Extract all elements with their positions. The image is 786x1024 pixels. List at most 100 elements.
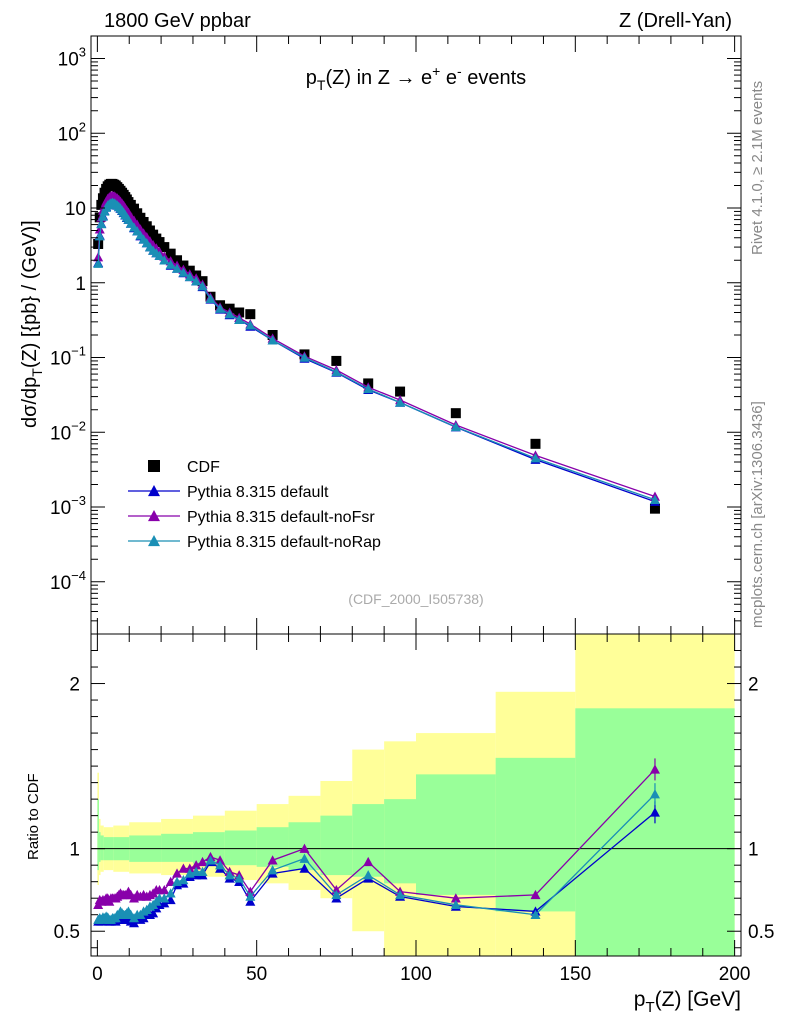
series-line-3 [97,201,656,501]
ratio-1-point-27 [148,908,159,918]
band-1sigma-2 [100,835,104,861]
series-3-point-29 [154,250,165,260]
series-3-point-35 [191,276,202,286]
y-tick-label-3: 1 [75,274,86,295]
legend-marker-3 [148,535,160,547]
band-1sigma-11 [320,815,353,876]
cdf-point-3 [97,193,108,204]
band-1sigma-0 [97,799,99,871]
y-tick-label-1: 102 [58,119,86,145]
x-axis-label: pT(Z) [GeV] [634,988,741,1016]
ratio-1-point-49 [649,807,660,817]
y-tick-label-2: 10 [65,199,86,220]
legend-label-3: Pythia 8.315 default-noRap [187,534,381,551]
cdf-point-44 [331,355,342,366]
series-3-point-39 [224,309,235,319]
series-3-point-37 [205,293,216,304]
y-tick-label-7: 10−4 [50,568,86,594]
series-3-point-48 [530,453,541,463]
series-3-point-45 [363,383,374,394]
cdf-point-46 [395,386,406,397]
series-3-point-46 [395,397,406,407]
ratio-axes: 0 50 100 150 200 0.5 0.5 1 1 2 2 [54,634,774,985]
ratio-data-layer [91,634,741,956]
series-3-point-42 [267,335,278,345]
ratio-1-point-41 [245,896,256,906]
ratio-2-point-49 [649,764,660,774]
cdf-point-40 [234,307,245,318]
series-3-point-3 [97,211,108,221]
series-3-point-36 [197,281,208,291]
ratio-3-point-33 [178,875,189,885]
ratio-tick-label-right-2: 2 [748,675,759,696]
cdf-point-31 [165,248,176,259]
x-tick-label-4: 200 [719,964,751,985]
legend-label-0: CDF [187,459,220,476]
ratio-3-point-31 [165,888,176,898]
cdf-point-29 [154,237,165,248]
ratio-2-point-48 [530,889,541,900]
cdf-point-41 [245,309,256,320]
series-3-point-40 [234,314,245,324]
legend-label-2: Pythia 8.315 default-noFsr [187,509,375,526]
y-tick-label-5: 10−2 [50,418,86,444]
ratio-tick-label-left-2: 2 [69,675,80,696]
series-3-point-33 [178,267,189,277]
ratio-3-point-37 [205,855,216,865]
legend-marker-2 [148,510,160,522]
ratio-1-point-30 [159,898,170,908]
cdf-point-2 [96,199,107,210]
legend-label-1: Pythia 8.315 default [187,484,329,501]
ratio-3-point-48 [530,909,541,919]
ratio-2-point-35 [191,860,202,870]
ratio-3-point-30 [159,893,170,903]
series-3-point-2 [96,219,107,229]
y-tick-label-0: 103 [58,45,86,71]
ratio-3-point-39 [224,870,235,880]
legend-marker-cdf [148,460,160,472]
ratio-3-point-45 [363,870,374,880]
ratio-2-point-32 [172,868,183,878]
series-3-point-34 [184,271,195,282]
ratio-2-point-45 [363,856,374,867]
header-left: 1800 GeV ppbar [104,10,251,32]
ratio-2-point-31 [165,876,176,886]
ratio-2-point-47 [450,893,461,903]
series-3-point-38 [215,303,226,313]
series-line-2 [97,195,656,498]
ratio-3-point-46 [395,889,406,900]
ratio-2-point-43 [299,843,310,853]
series-3-point-32 [172,263,183,273]
ratio-tick-label-right-1: 1 [748,840,759,861]
cdf-point-49 [649,503,660,514]
x-tick-label-0: 0 [92,964,103,985]
ratio-3-point-44 [331,889,342,900]
cdf-point-47 [450,408,461,419]
x-tick-label-2: 100 [400,964,432,985]
ratio-1-point-43 [299,863,310,873]
y-tick-label-4: 10−1 [50,344,86,370]
ratio-2-point-33 [178,863,189,873]
series-3-point-0 [93,258,104,268]
ratio-3-point-47 [450,899,461,910]
x-tick-label-3: 150 [559,964,591,985]
cdf-point-0 [93,238,104,249]
ratio-3-point-42 [267,865,278,875]
ratio-3-point-40 [234,873,245,883]
series-2-point-1 [94,224,105,234]
rivet-label: Rivet 4.1.0, ≥ 2.1M events [749,81,766,255]
series-3-point-43 [299,352,310,362]
plot-title: pT(Z) in Z → e+ e- events [306,63,526,93]
ratio-2-point-36 [197,856,208,867]
legend: CDF Pythia 8.315 default Pythia 8.315 defa… [128,459,381,551]
cdf-point-48 [530,438,541,449]
ratio-2-point-30 [159,884,170,895]
analysis-id: (CDF_2000_I505738) [348,591,483,607]
ratio-tick-label-left-1: 1 [69,840,80,861]
series-3-point-30 [159,255,170,265]
ratio-2-point-42 [267,855,278,865]
header-right: Z (Drell-Yan) [619,10,732,32]
